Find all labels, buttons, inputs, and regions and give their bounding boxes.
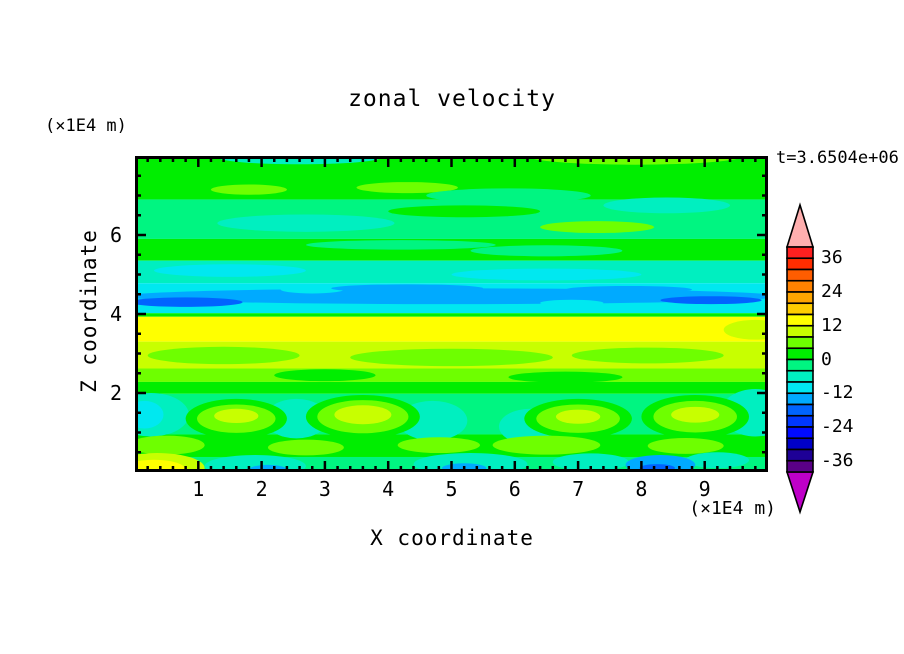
- colorbar-tick-label: -36: [821, 449, 854, 471]
- time-annotation: t=3.6504e+06: [776, 148, 899, 168]
- x-tick-label: 1: [192, 477, 205, 501]
- colorbar-tick-label: 36: [821, 247, 843, 269]
- colorbar: [785, 202, 815, 515]
- x-axis-title: X coordinate: [370, 526, 534, 550]
- colorbar-tick-label: 24: [821, 281, 843, 302]
- colorbar-tick-label: 12: [821, 314, 843, 336]
- x-axis-unit-label: (×1E4 m): [689, 498, 776, 519]
- colorbar-tick-label: 0: [821, 348, 832, 370]
- chart-title: zonal velocity: [348, 86, 556, 112]
- x-tick-label: 6: [508, 477, 521, 501]
- contour-plot: [135, 156, 768, 472]
- x-tick-label: 4: [382, 477, 395, 501]
- x-tick-label: 9: [698, 477, 711, 501]
- z-tick-label: 4: [109, 302, 122, 326]
- x-tick-label: 2: [255, 477, 268, 501]
- colorbar-tick-label: -24: [821, 416, 854, 437]
- z-tick-label: 2: [109, 381, 122, 405]
- x-tick-label: 8: [635, 477, 648, 501]
- z-tick-label: 6: [109, 223, 122, 247]
- colorbar-tick-label: -12: [821, 382, 854, 404]
- z-axis-unit-label: (×1E4 m): [45, 116, 127, 136]
- x-tick-label: 5: [445, 477, 458, 501]
- x-tick-label: 3: [318, 477, 331, 501]
- x-tick-label: 7: [572, 477, 585, 501]
